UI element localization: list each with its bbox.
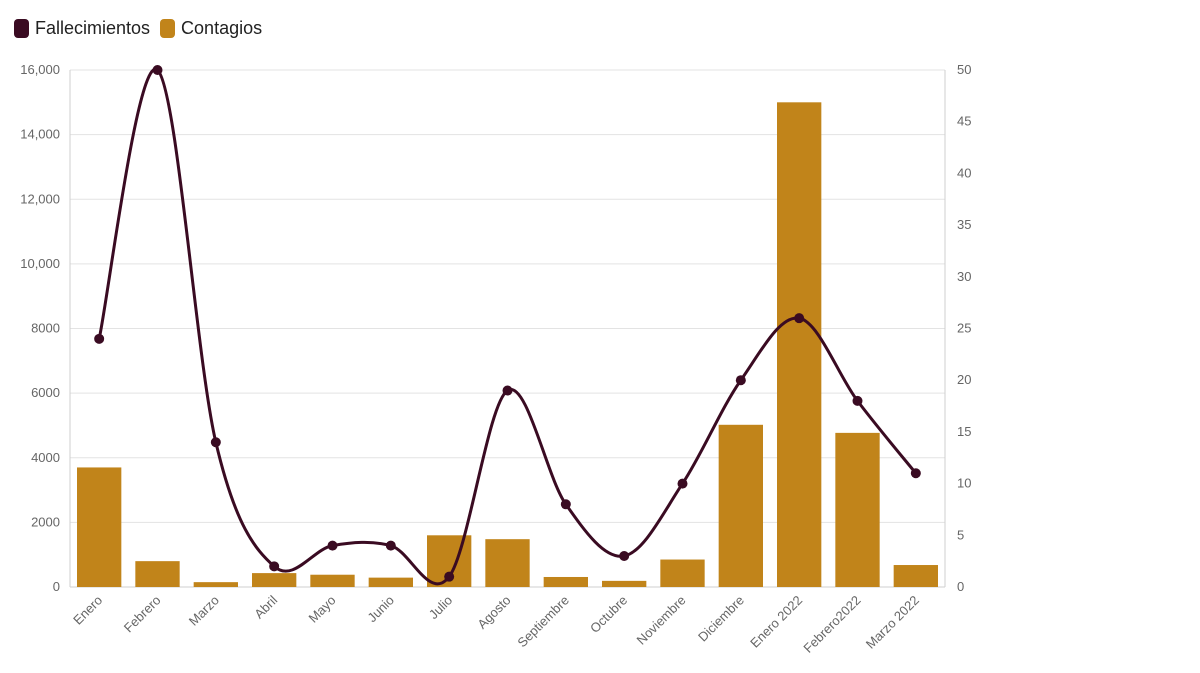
bar-contagios bbox=[660, 559, 705, 587]
y-right-tick-label: 50 bbox=[957, 62, 971, 77]
y-right-tick-label: 45 bbox=[957, 114, 971, 129]
y-right-tick-label: 10 bbox=[957, 476, 971, 491]
bar-contagios bbox=[718, 424, 763, 587]
legend-swatch-fallecimientos bbox=[14, 19, 29, 38]
bar-contagios bbox=[135, 561, 180, 587]
bar-contagios bbox=[368, 577, 413, 587]
bar-contagios bbox=[193, 582, 238, 587]
x-tick-label: Febrero2022 bbox=[800, 593, 863, 656]
x-tick-label: Febrero bbox=[121, 593, 164, 636]
point-fallecimientos bbox=[735, 375, 746, 386]
bar-contagios bbox=[543, 576, 588, 587]
legend-label-fallecimientos: Fallecimientos bbox=[35, 18, 151, 38]
x-tick-label: Junio bbox=[364, 593, 397, 626]
y-right-tick-label: 20 bbox=[957, 372, 971, 387]
bar-contagios bbox=[252, 573, 297, 587]
point-fallecimientos bbox=[210, 437, 221, 448]
y-left-tick-label: 12,000 bbox=[20, 191, 60, 206]
x-tick-label: Noviembre bbox=[634, 593, 689, 648]
y-left-tick-label: 0 bbox=[53, 579, 60, 594]
legend-label-contagios: Contagios bbox=[181, 18, 263, 38]
point-fallecimientos bbox=[327, 540, 338, 551]
legend-swatch-contagios bbox=[160, 19, 176, 38]
x-tick-label: Mayo bbox=[306, 593, 339, 626]
legend: Fallecimientos Contagios bbox=[14, 18, 262, 39]
point-fallecimientos bbox=[385, 540, 396, 551]
x-tick-label: Agosto bbox=[474, 593, 513, 632]
x-tick-label: Enero bbox=[70, 593, 105, 628]
x-tick-label: Diciembre bbox=[695, 593, 747, 645]
y-left-tick-label: 2000 bbox=[31, 514, 60, 529]
x-tick-label: Enero 2022 bbox=[747, 593, 805, 651]
x-tick-label: Julio bbox=[426, 593, 456, 623]
x-tick-label: Abril bbox=[251, 592, 280, 621]
point-fallecimientos bbox=[910, 468, 921, 479]
bar-contagios bbox=[893, 565, 938, 587]
y-right-tick-label: 30 bbox=[957, 269, 971, 284]
x-tick-label: Marzo 2022 bbox=[863, 593, 922, 652]
y-right-tick-label: 15 bbox=[957, 424, 971, 439]
y-right-tick-label: 0 bbox=[957, 579, 964, 594]
y-left-tick-label: 6000 bbox=[31, 385, 60, 400]
legend-item-fallecimientos[interactable]: Fallecimientos bbox=[14, 18, 150, 39]
x-tick-label: Septiembre bbox=[514, 593, 572, 651]
legend-item-contagios[interactable]: Contagios bbox=[160, 18, 262, 39]
line-fallecimientos bbox=[97, 67, 918, 586]
y-right-tick-label: 40 bbox=[957, 165, 971, 180]
point-fallecimientos bbox=[152, 65, 163, 75]
point-fallecimientos bbox=[619, 550, 630, 561]
y-left-tick-label: 8000 bbox=[31, 321, 60, 336]
y-left-tick-label: 10,000 bbox=[20, 256, 60, 271]
y-left-tick-label: 14,000 bbox=[20, 127, 60, 142]
point-fallecimientos bbox=[677, 478, 688, 489]
point-fallecimientos bbox=[444, 571, 455, 582]
y-right-tick-label: 25 bbox=[957, 321, 971, 336]
point-fallecimientos bbox=[794, 313, 805, 324]
y-right-tick-label: 35 bbox=[957, 217, 971, 232]
y-right-tick-label: 5 bbox=[957, 527, 964, 542]
bar-contagios bbox=[310, 574, 355, 587]
bar-contagios bbox=[777, 102, 822, 587]
point-fallecimientos bbox=[502, 385, 513, 396]
y-left-tick-label: 4000 bbox=[31, 450, 60, 465]
point-fallecimientos bbox=[269, 561, 280, 572]
x-tick-label: Octubre bbox=[587, 593, 630, 636]
y-left-tick-label: 16,000 bbox=[20, 62, 60, 77]
bar-contagios bbox=[77, 467, 122, 587]
point-fallecimientos bbox=[560, 499, 571, 510]
bar-contagios bbox=[835, 432, 880, 587]
x-tick-label: Marzo bbox=[186, 593, 222, 629]
point-fallecimientos bbox=[94, 333, 105, 344]
bar-contagios bbox=[602, 580, 647, 587]
point-fallecimientos bbox=[852, 395, 863, 406]
bar-contagios bbox=[485, 539, 530, 587]
